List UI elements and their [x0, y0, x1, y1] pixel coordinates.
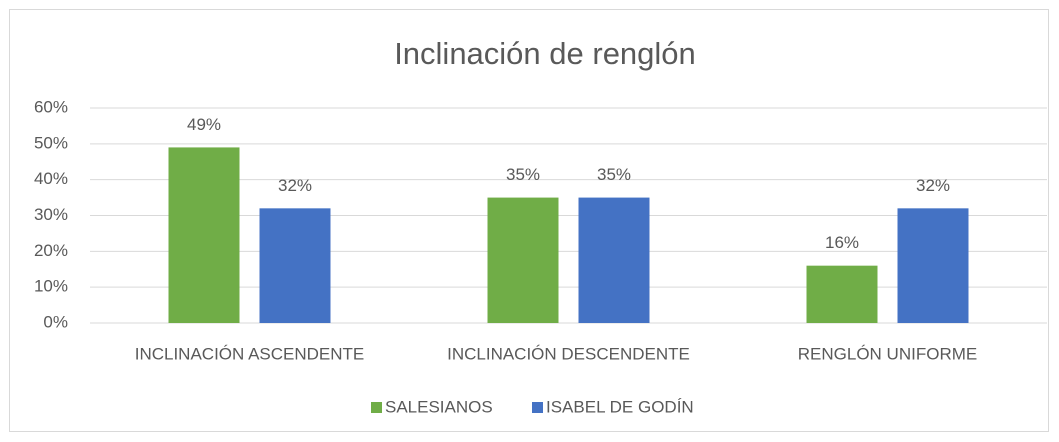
- data-label: 16%: [825, 233, 859, 252]
- legend-swatch: [371, 402, 382, 413]
- y-tick-label: 0%: [43, 312, 68, 331]
- x-tick-label: INCLINACIÓN ASCENDENTE: [135, 344, 365, 363]
- bar: [259, 208, 331, 323]
- legend-swatch: [532, 402, 543, 413]
- y-tick-label: 20%: [34, 241, 68, 260]
- bar: [168, 147, 240, 323]
- data-label: 35%: [506, 165, 540, 184]
- y-tick-label: 50%: [34, 133, 68, 152]
- bar: [578, 197, 650, 323]
- data-label: 35%: [597, 165, 631, 184]
- x-tick-label: INCLINACIÓN DESCENDENTE: [447, 344, 690, 363]
- bar: [806, 265, 878, 323]
- chart-title: Inclinación de renglón: [394, 36, 696, 71]
- data-label: 32%: [278, 176, 312, 195]
- bar: [487, 197, 559, 323]
- x-tick-label: RENGLÓN UNIFORME: [798, 344, 977, 363]
- data-label: 49%: [187, 115, 221, 134]
- data-label: 32%: [916, 176, 950, 195]
- y-tick-label: 60%: [34, 97, 68, 116]
- y-tick-label: 30%: [34, 205, 68, 224]
- y-tick-label: 40%: [34, 169, 68, 188]
- bar: [897, 208, 969, 323]
- y-tick-label: 10%: [34, 277, 68, 296]
- legend-label: SALESIANOS: [385, 397, 493, 416]
- legend-label: ISABEL DE GODÍN: [546, 397, 694, 416]
